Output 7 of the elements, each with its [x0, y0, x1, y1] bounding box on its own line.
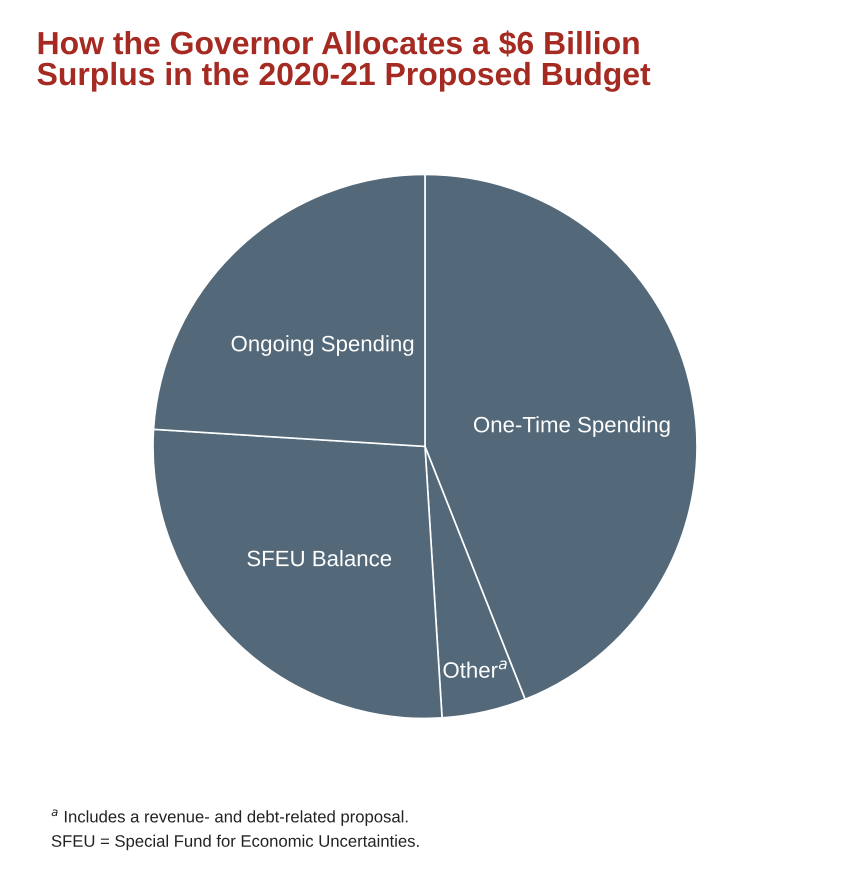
slice-label: SFEU Balance [247, 550, 392, 566]
slice-label: Ongoing Spending [232, 335, 414, 356]
chart-title: How the Governor Allocates a $6 Billion Surplus in the 2020-21 Proposed Budget [37, 30, 650, 92]
text: $^{a}$ Includes a revenue- and debt-related proposal. [52, 809, 408, 826]
slice-label: One-Time Spending [474, 416, 670, 437]
slice-label: Other$^{a}$ [443, 660, 507, 678]
text: SFEU = Special Fund for Economic Uncertainties. [52, 834, 419, 850]
